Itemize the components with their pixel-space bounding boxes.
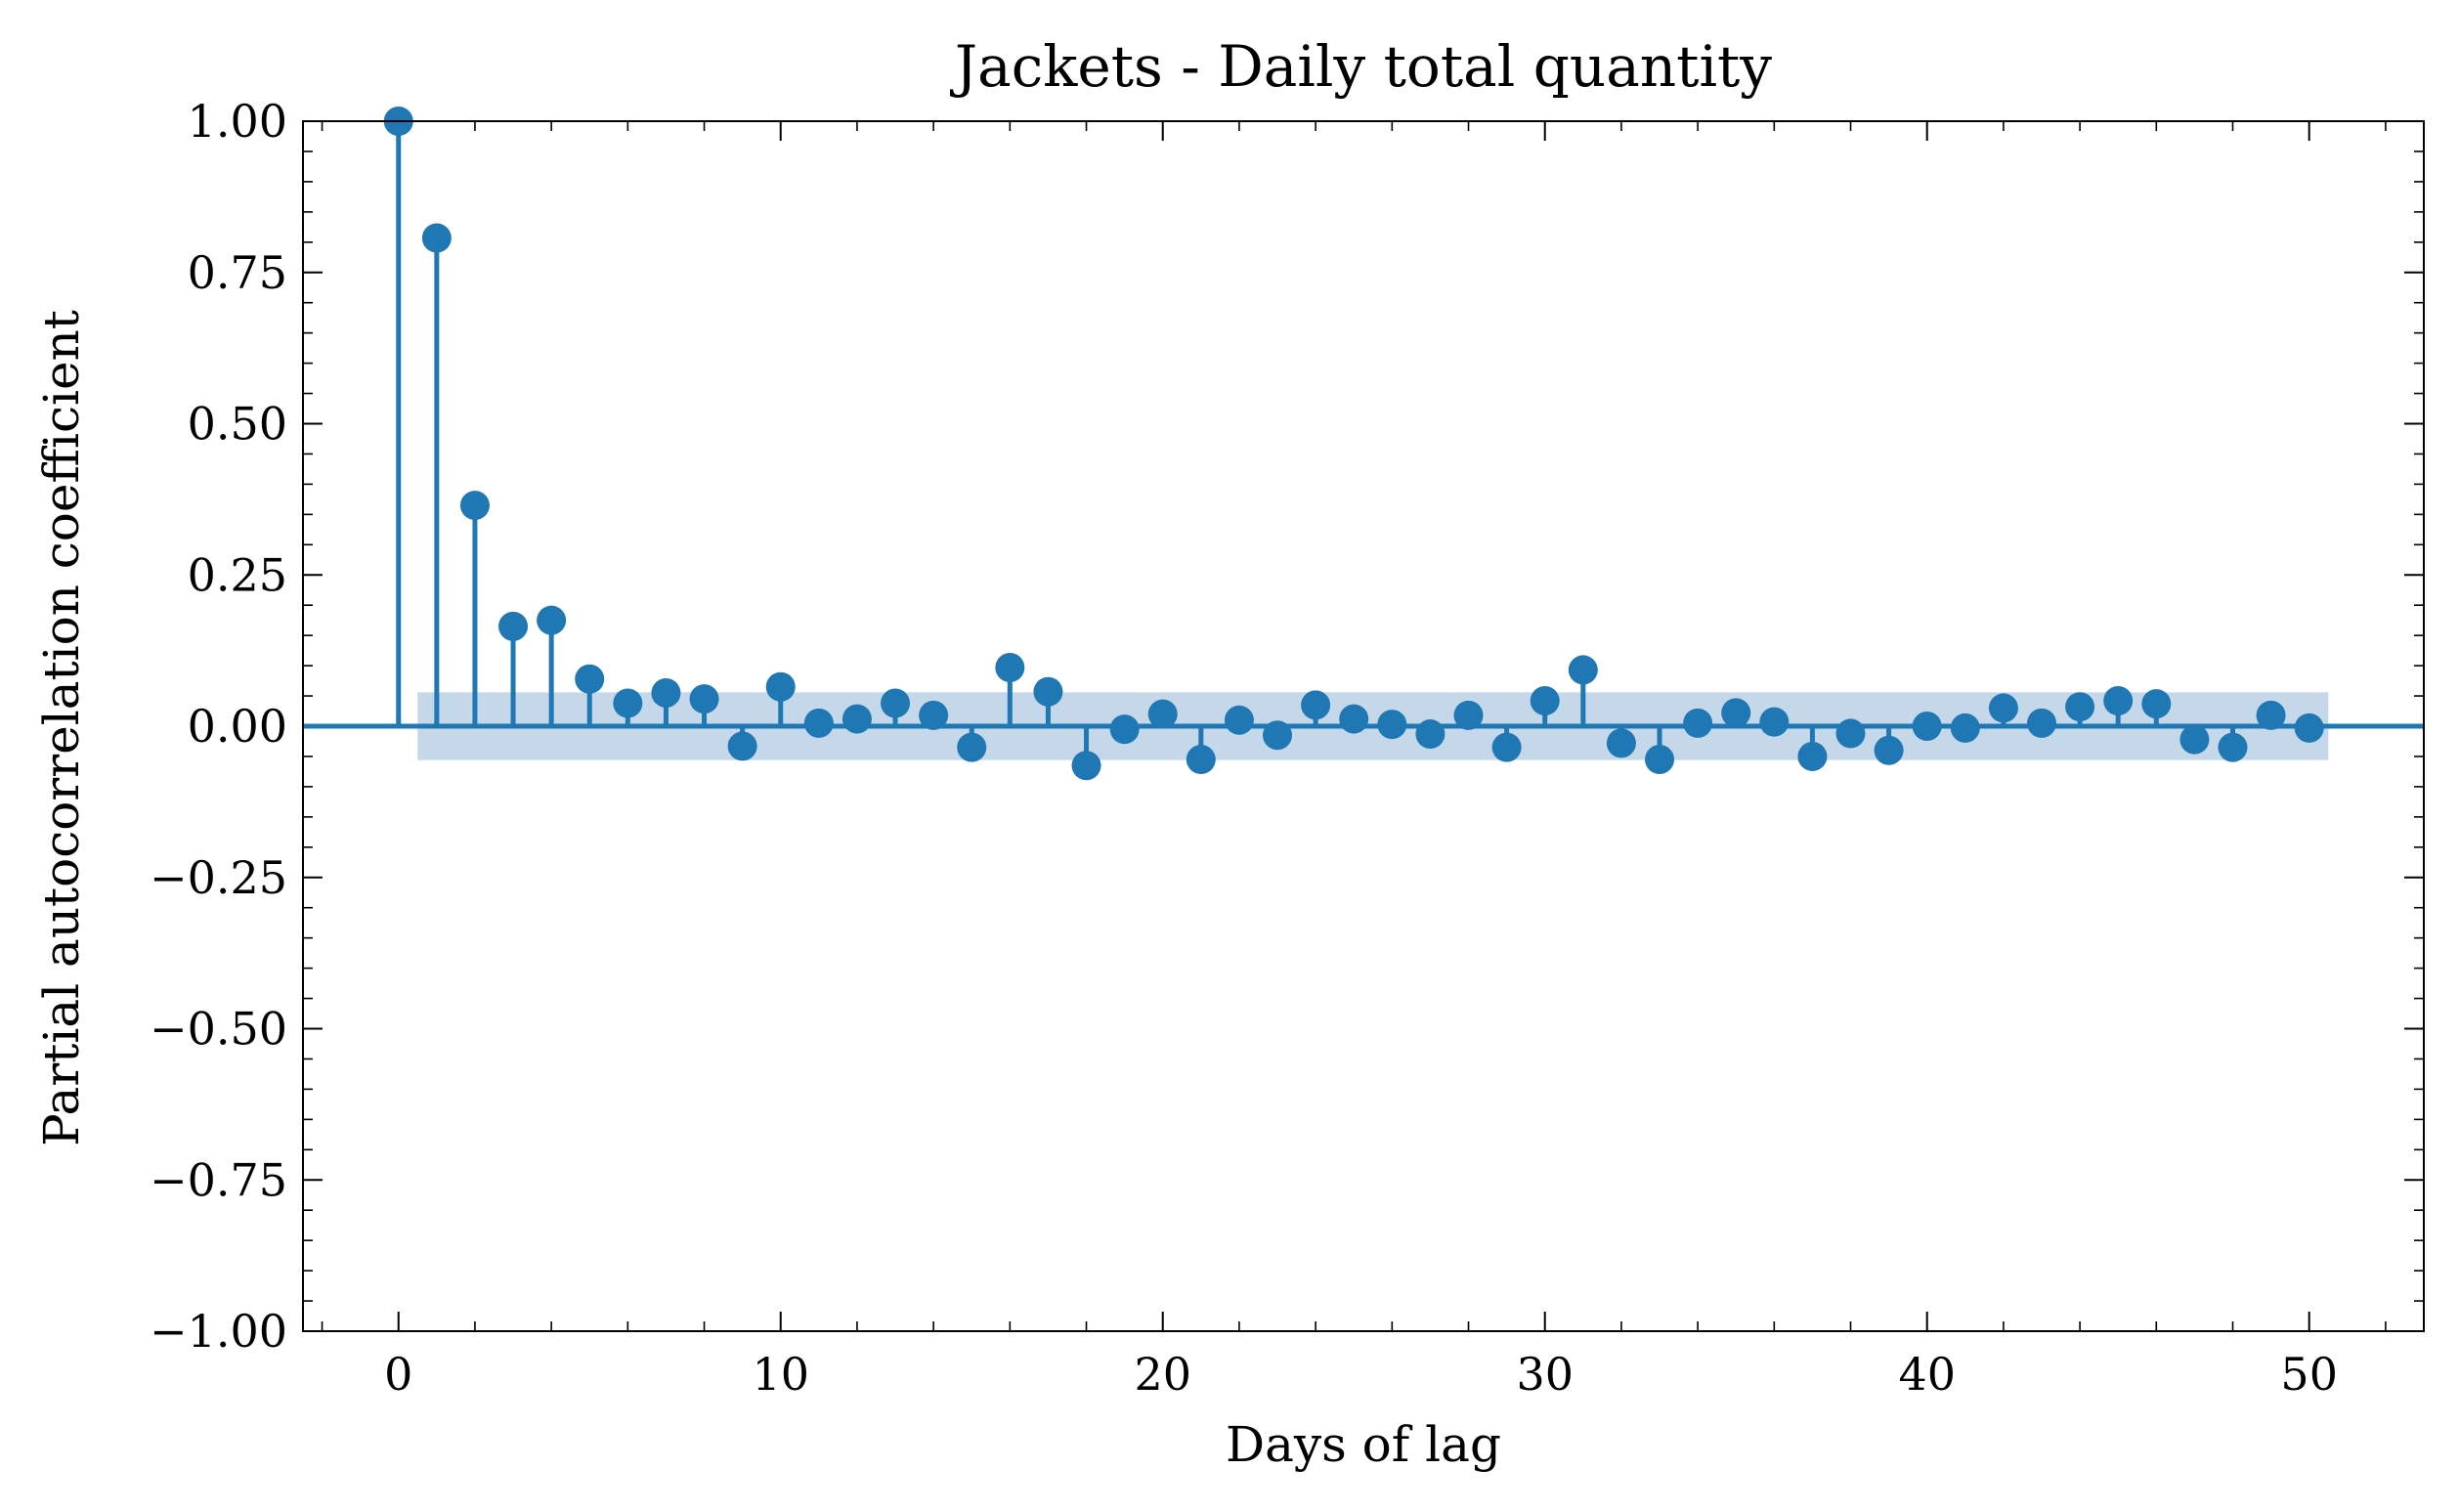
stem-marker bbox=[2103, 686, 2134, 716]
stem-marker bbox=[1835, 718, 1866, 749]
stem-marker bbox=[1721, 698, 1751, 728]
stem-marker bbox=[537, 605, 567, 635]
stem-marker bbox=[2179, 724, 2210, 755]
y-tick-label: −0.50 bbox=[150, 1003, 287, 1056]
y-tick-label: 0.50 bbox=[188, 398, 287, 451]
stem-marker bbox=[1377, 710, 1407, 740]
stems-layer bbox=[303, 121, 2424, 766]
y-tick-label: 0.25 bbox=[188, 548, 287, 601]
y-tick-label: −0.25 bbox=[150, 851, 287, 904]
stem-marker bbox=[1453, 700, 1484, 730]
stem-marker bbox=[1109, 714, 1140, 745]
stem-marker bbox=[498, 611, 529, 641]
stem-marker bbox=[1186, 745, 1216, 775]
axis-ticks: 0 10 20 30 40 50 1.00 0.75 0.50 0.25 0.00 −0.25 −0.5… bbox=[150, 95, 2424, 1401]
x-tick-label: 0 bbox=[384, 1348, 412, 1401]
stem-marker bbox=[803, 708, 834, 738]
stem-marker bbox=[1033, 676, 1063, 707]
stem-marker bbox=[765, 671, 796, 702]
stem-marker bbox=[2141, 689, 2172, 719]
stem-marker bbox=[1301, 690, 1331, 720]
stem-marker bbox=[2027, 708, 2057, 738]
x-axis-label: Days of lag bbox=[1226, 1416, 1501, 1473]
stem-marker bbox=[2218, 732, 2248, 762]
x-tick-label: 50 bbox=[2280, 1348, 2338, 1401]
y-tick-label: −0.75 bbox=[150, 1153, 287, 1206]
stem-marker bbox=[1263, 720, 1293, 751]
stem-marker bbox=[1683, 708, 1713, 738]
stem-marker bbox=[919, 700, 949, 730]
chart-title: Jackets - Daily total quantity bbox=[950, 33, 1772, 100]
stem-marker bbox=[957, 732, 987, 762]
stem-marker bbox=[1874, 735, 1904, 765]
markers-layer bbox=[383, 107, 2324, 781]
stem-marker bbox=[1415, 719, 1445, 750]
stem-marker bbox=[1491, 732, 1522, 762]
y-tick-label: 1.00 bbox=[188, 95, 287, 148]
stem-marker bbox=[1530, 686, 1560, 716]
x-tick-label: 30 bbox=[1516, 1348, 1574, 1401]
y-tick-label: −1.00 bbox=[150, 1305, 287, 1358]
stem-marker bbox=[841, 704, 872, 734]
stem-marker bbox=[881, 688, 911, 718]
x-tick-label: 40 bbox=[1898, 1348, 1956, 1401]
stem-marker bbox=[2256, 700, 2286, 730]
stem-marker bbox=[727, 731, 757, 761]
stem-marker bbox=[1797, 741, 1828, 771]
stem-marker bbox=[1071, 751, 1101, 781]
y-tick-label: 0.75 bbox=[188, 246, 287, 299]
stem-marker bbox=[1950, 713, 1980, 743]
stem-marker bbox=[995, 652, 1025, 682]
stem-marker bbox=[459, 491, 490, 521]
stem-marker bbox=[1147, 699, 1178, 729]
plot-frame bbox=[302, 120, 2425, 1332]
x-tick-label: 10 bbox=[752, 1348, 809, 1401]
stem-marker bbox=[1988, 693, 2018, 723]
stem-marker bbox=[689, 684, 719, 714]
stem-marker bbox=[2065, 692, 2095, 722]
stem-marker bbox=[1224, 705, 1254, 735]
stem-marker bbox=[1606, 728, 1636, 758]
stem-marker bbox=[1759, 707, 1790, 737]
stem-marker bbox=[1339, 704, 1369, 734]
y-tick-label: 0.00 bbox=[188, 700, 287, 753]
stem-marker bbox=[1568, 655, 1598, 685]
stem-marker bbox=[2294, 713, 2324, 743]
stem-marker bbox=[651, 677, 681, 708]
y-axis-label: Partial autocorrelation coefficient bbox=[33, 310, 90, 1146]
x-tick-label: 20 bbox=[1134, 1348, 1191, 1401]
stem-marker bbox=[1645, 745, 1675, 775]
stem-marker bbox=[421, 223, 452, 253]
stem-marker bbox=[613, 688, 643, 718]
stem-marker bbox=[575, 664, 605, 694]
stem-marker bbox=[1912, 712, 1942, 741]
